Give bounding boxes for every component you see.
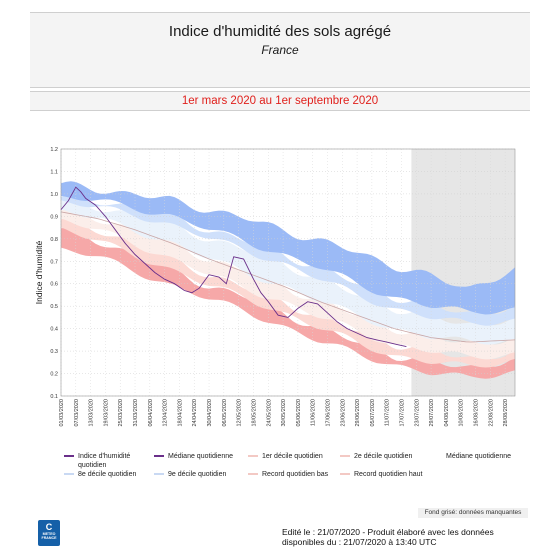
chart-subtitle: France — [261, 43, 299, 57]
x-tick-label: 29/06/2020 — [355, 399, 361, 427]
legend-swatch — [432, 455, 442, 457]
x-tick-label: 12/04/2020 — [163, 399, 169, 427]
legend-swatch — [64, 455, 74, 457]
y-tick-label: 0.5 — [50, 304, 58, 310]
x-tick-label: 10/08/2020 — [459, 399, 465, 427]
edit-info-line-1: Edité le : 21/07/2020 - Produit élaboré … — [282, 527, 494, 537]
legend-label: 9e décile quotidien — [168, 471, 227, 478]
x-tick-label: 22/08/2020 — [488, 399, 494, 427]
band-decile-2-median — [61, 208, 515, 360]
y-tick-label: 0.4 — [50, 327, 58, 333]
x-tick-label: 29/07/2020 — [429, 399, 435, 427]
x-tick-label: 05/07/2020 — [370, 399, 376, 427]
x-tick-label: 18/04/2020 — [177, 399, 183, 427]
legend-label: Record quotidien bas — [262, 471, 329, 478]
legend-label: Médiane quotidienne — [446, 453, 511, 460]
legend-label: Indice d'humidité quotidien — [78, 453, 131, 469]
x-tick-label: 11/07/2020 — [385, 399, 391, 426]
x-tick-label: 11/06/2020 — [311, 399, 317, 426]
x-tick-label: 30/04/2020 — [207, 399, 213, 427]
x-tick-label: 25/03/2020 — [118, 399, 124, 427]
legend-label: 8e décile quotidien — [78, 471, 137, 478]
legend-label: Médiane quotidienne — [168, 453, 233, 460]
y-tick-label: 0.7 — [50, 259, 58, 265]
legend-swatch — [154, 455, 164, 457]
x-tick-label: 16/08/2020 — [474, 399, 480, 427]
x-tick-label: 28/08/2020 — [503, 399, 509, 427]
legend-swatch — [340, 455, 350, 457]
chart-title: Indice d'humidité des sols agrégé — [168, 23, 392, 40]
x-tick-label: 17/07/2020 — [400, 399, 406, 427]
x-tick-label: 06/04/2020 — [148, 399, 154, 427]
x-tick-label: 23/07/2020 — [414, 399, 420, 427]
series-line-daily-index — [60, 186, 407, 348]
y-axis-label: Indice d'humidité — [34, 240, 44, 304]
x-tick-label: 30/05/2020 — [281, 399, 287, 427]
x-tick-label: 13/03/2020 — [89, 399, 95, 427]
legend-label: 1er décile quotidien — [262, 453, 323, 460]
x-tick-label: 05/06/2020 — [296, 399, 302, 427]
soil-moisture-chart: 0.1 0.2 0.3 0.4 0.5 0.6 0.7 0.8 0.9 1.0 1.1 1.2 01/0… — [34, 147, 516, 427]
y-tick-label: 0.2 — [50, 372, 58, 378]
x-tick-label: 18/05/2020 — [251, 399, 257, 427]
logo-mark-icon: C — [45, 522, 53, 532]
x-tick-label: 24/05/2020 — [266, 399, 272, 427]
y-tick-label: 0.8 — [50, 237, 58, 243]
edit-info-line-2: disponibles du : 21/07/2020 à 13:40 UTC — [282, 537, 437, 547]
y-tick-label: 1.1 — [50, 169, 58, 175]
meteo-france-logo: C METEO FRANCE — [38, 520, 60, 546]
plot-frame — [60, 148, 516, 397]
x-tick-label: 24/04/2020 — [192, 399, 198, 427]
legend-swatch — [154, 473, 164, 475]
title-box: Indice d'humidité des sols agrégé France — [30, 12, 530, 88]
y-tick-label: 1.2 — [50, 147, 58, 153]
legend-label: 2e décile quotidien — [354, 453, 413, 460]
x-tick-label: 07/03/2020 — [74, 399, 80, 427]
logo-text: METEO FRANCE — [41, 532, 57, 540]
legend-label: Record quotidien haut — [354, 471, 423, 478]
x-tick-label: 06/05/2020 — [222, 399, 228, 427]
legend-swatch — [248, 455, 258, 457]
y-tick-label: 1.0 — [50, 192, 58, 198]
x-tick-label: 01/03/2020 — [59, 399, 65, 427]
y-tick-label: 0.9 — [50, 214, 58, 220]
median-line — [60, 211, 516, 343]
legend-swatch — [248, 473, 258, 475]
legend-swatch — [340, 473, 350, 475]
x-tick-label: 04/08/2020 — [444, 399, 450, 427]
x-tick-label: 31/03/2020 — [133, 399, 139, 427]
missing-data-note: Fond grisé: données manquantes — [418, 508, 528, 518]
x-tick-label: 23/06/2020 — [340, 399, 346, 427]
y-tick-label: 0.3 — [50, 349, 58, 355]
x-tick-label: 12/05/2020 — [237, 399, 243, 427]
x-tick-label: 19/03/2020 — [103, 399, 109, 427]
band-decile-8-9 — [61, 194, 515, 326]
band-median-decile-8 — [61, 199, 515, 345]
edit-info: Edité le : 21/07/2020 - Produit élaboré … — [282, 527, 542, 547]
x-tick-label: 17/06/2020 — [325, 399, 331, 427]
y-tick-label: 0.1 — [50, 394, 58, 400]
period-label: 1er mars 2020 au 1er septembre 2020 — [30, 91, 530, 111]
legend-swatch — [64, 473, 74, 475]
y-tick-label: 0.6 — [50, 282, 58, 288]
